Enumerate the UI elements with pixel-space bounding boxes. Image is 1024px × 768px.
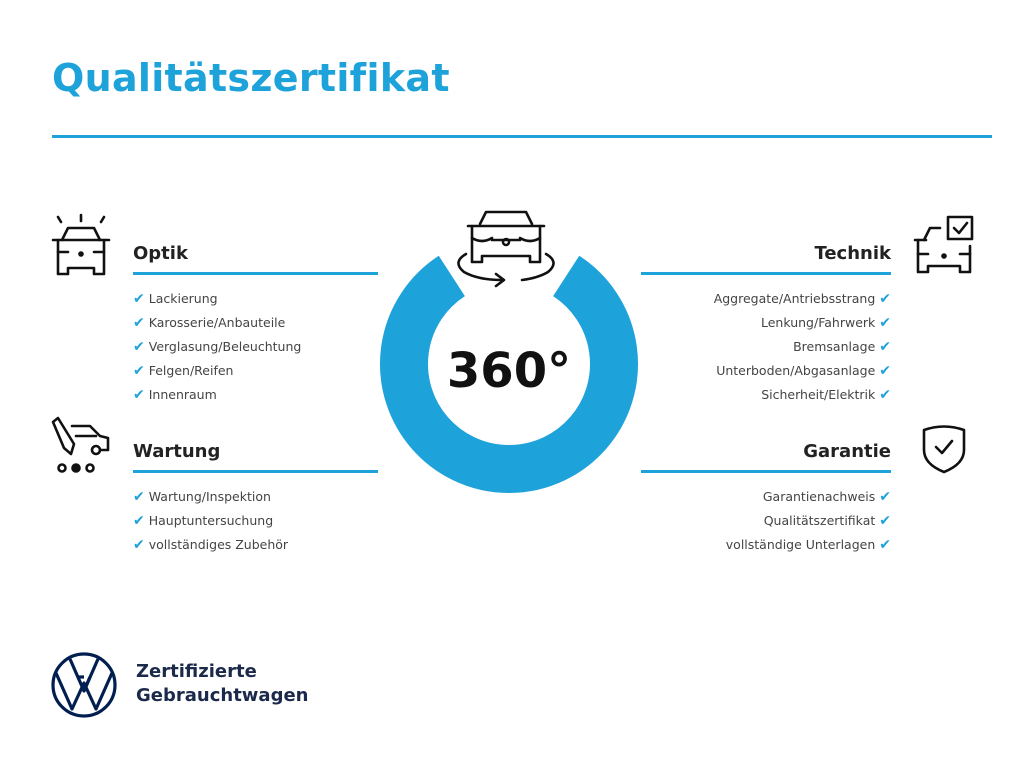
item-label: Aggregate/Antriebsstrang: [713, 291, 876, 306]
check-icon: ✔: [133, 363, 145, 379]
item-label: Verglasung/Beleuchtung: [148, 339, 302, 354]
item-label: Qualitätszertifikat: [763, 513, 876, 528]
check-icon: ✔: [879, 339, 891, 355]
item-label: Sicherheit/Elektrik: [761, 387, 876, 402]
item-label: Innenraum: [148, 387, 217, 402]
check-icon: ✔: [879, 315, 891, 331]
item-list: Aggregate/Antriebsstrang ✔ Lenkung/Fahrwer…: [641, 287, 891, 407]
item-label: Wartung/Inspektion: [148, 489, 271, 504]
section-heading: Technik: [814, 243, 891, 264]
check-icon: ✔: [133, 489, 145, 505]
check-icon: ✔: [133, 387, 145, 403]
checklist-item: Unterboden/Abgasanlage ✔: [641, 359, 891, 383]
checklist-item: ✔ Lackierung: [133, 287, 378, 311]
checklist-item: Sicherheit/Elektrik ✔: [641, 383, 891, 407]
check-icon: ✔: [879, 387, 891, 403]
check-icon: ✔: [133, 513, 145, 529]
item-label: Garantienachweis: [762, 489, 876, 504]
car-lights-icon: [51, 213, 111, 276]
check-icon: ✔: [879, 489, 891, 505]
section-technik: Technik Aggregate/Antriebsstrang ✔ Lenkung…: [641, 242, 891, 407]
footer-line2: Gebrauchtwagen: [136, 685, 309, 706]
checklist-item: ✔ Verglasung/Beleuchtung: [133, 335, 378, 359]
item-label: Bremsanlage: [793, 339, 876, 354]
gebrauchtwagen-check-badge: Gebrauchtwagen-Check 360°: [380, 210, 638, 500]
ring-arc: [380, 255, 638, 493]
footer-brand-text: Zertifizierte Gebrauchtwagen: [136, 660, 308, 708]
item-label: Hauptuntersuchung: [148, 513, 274, 528]
section-heading: Wartung: [133, 441, 221, 462]
checklist-item: ✔ Felgen/Reifen: [133, 359, 378, 383]
item-label: Felgen/Reifen: [148, 363, 234, 378]
section-divider: [641, 470, 891, 473]
checklist-item: Garantienachweis ✔: [641, 485, 891, 509]
car-rotate-icon: [457, 210, 555, 288]
checklist-item: Qualitätszertifikat ✔: [641, 509, 891, 533]
section-divider: [133, 470, 378, 473]
vw-logo: [51, 652, 117, 718]
check-icon: ✔: [879, 537, 891, 553]
checklist-item: Aggregate/Antriebsstrang ✔: [641, 287, 891, 311]
item-label: vollständige Unterlagen: [725, 537, 876, 552]
check-icon: ✔: [133, 537, 145, 553]
item-label: Lackierung: [148, 291, 218, 306]
title-divider: [52, 135, 992, 138]
checklist-item: Bremsanlage ✔: [641, 335, 891, 359]
checklist-item: Lenkung/Fahrwerk ✔: [641, 311, 891, 335]
section-divider: [641, 272, 891, 275]
car-checkbox-icon: [913, 215, 974, 274]
check-icon: ✔: [133, 339, 145, 355]
section-wartung: Wartung ✔ Wartung/Inspektion ✔ Hauptuntersu…: [133, 440, 378, 557]
checklist-item: ✔ Wartung/Inspektion: [133, 485, 378, 509]
checklist-item: vollständige Unterlagen ✔: [641, 533, 891, 557]
item-label: Lenkung/Fahrwerk: [761, 315, 876, 330]
checklist-item: ✔ Hauptuntersuchung: [133, 509, 378, 533]
item-label: Karosserie/Anbauteile: [148, 315, 286, 330]
check-icon: ✔: [879, 291, 891, 307]
item-label: Unterboden/Abgasanlage: [716, 363, 876, 378]
check-icon: ✔: [879, 363, 891, 379]
section-garantie: Garantie Garantienachweis ✔ Qualitätszerti…: [641, 440, 891, 557]
section-optik: Optik ✔ Lackierung ✔ Karosserie/Anbauteile ✔…: [133, 242, 378, 407]
check-icon: ✔: [879, 513, 891, 529]
section-heading: Optik: [133, 243, 188, 264]
section-heading: Garantie: [803, 441, 891, 462]
maintenance-car-icon: [51, 416, 110, 473]
check-icon: ✔: [133, 291, 145, 307]
item-list: Garantienachweis ✔ Qualitätszertifikat ✔ vol…: [641, 485, 891, 557]
checklist-item: ✔ Karosserie/Anbauteile: [133, 311, 378, 335]
degrees-label: 360°: [447, 343, 571, 399]
checklist-item: ✔ Innenraum: [133, 383, 378, 407]
checklist-item: ✔ vollständiges Zubehör: [133, 533, 378, 557]
footer-line1: Zertifizierte: [136, 661, 257, 682]
page-title: Qualitätszertifikat: [52, 56, 450, 100]
item-label: vollständiges Zubehör: [148, 537, 289, 552]
section-divider: [133, 272, 378, 275]
shield-check-icon: [922, 425, 966, 474]
check-icon: ✔: [133, 315, 145, 331]
item-list: ✔ Wartung/Inspektion ✔ Hauptuntersuchung ✔ vo…: [133, 485, 378, 557]
item-list: ✔ Lackierung ✔ Karosserie/Anbauteile ✔ Vergla…: [133, 287, 378, 407]
